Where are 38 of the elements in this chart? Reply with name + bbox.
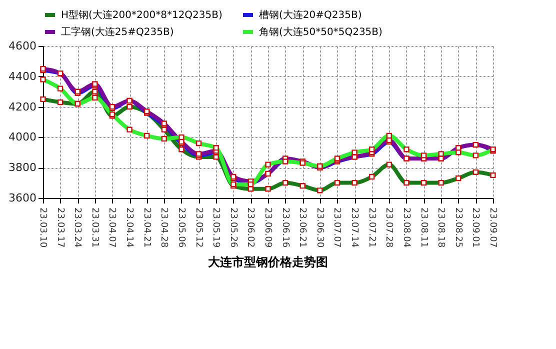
legend-label: 工字钢(大连25#Q235B) [61, 26, 174, 38]
x-tick-label: 23.04.14 [124, 208, 134, 248]
x-tick-label: 23.08.11 [418, 208, 428, 248]
x-tick-label: 23.05.06 [176, 208, 186, 248]
x-tick-label: 23.08.04 [400, 208, 411, 248]
x-tick-label: 23.05.19 [210, 208, 221, 248]
y-tick-label: 4400 [8, 70, 36, 83]
x-tick-label: 23.06.21 [297, 208, 308, 248]
x-tick-label: 23.04.21 [141, 208, 152, 248]
x-tick-label: 23.09.07 [488, 208, 498, 248]
x-tick-label: 23.07.07 [332, 208, 342, 248]
legend-label: 角钢(大连50*50*5Q235B) [259, 26, 383, 38]
x-tick-label: 23.03.10 [38, 208, 48, 248]
x-tick-label: 23.06.16 [280, 208, 290, 248]
y-tick-label: 4200 [8, 100, 36, 114]
x-tick-label: 23.07.21 [366, 208, 376, 248]
x-tick-label: 23.07.28 [384, 208, 394, 248]
x-tick-label: 23.04.28 [158, 208, 169, 248]
x-tick-label: 23.05.12 [193, 208, 204, 248]
x-tick-label: 23.09.01 [470, 208, 480, 248]
x-tick-label: 23.06.02 [245, 208, 256, 248]
x-tick-label: 23.08.18 [436, 208, 446, 248]
x-tick-label: 23.06.30 [314, 208, 324, 248]
legend-label: H型钢(大连200*200*8*12Q235B) [61, 9, 222, 21]
y-tick-label: 3600 [8, 192, 36, 204]
x-tick-label: 23.03.17 [54, 208, 65, 248]
x-tick-label: 23.07.14 [349, 208, 360, 248]
x-tick-label: 23.03.31 [89, 208, 100, 248]
y-tick-label: 4000 [8, 130, 36, 144]
x-tick-label: 23.04.07 [106, 208, 117, 248]
x-tick-label: 23.05.26 [228, 208, 238, 248]
x-tick-label: 23.08.25 [452, 208, 463, 248]
text: 大连市型钢价格走势图 [208, 255, 328, 270]
x-tick-label: 23.03.24 [72, 208, 82, 248]
y-tick-label: 3800 [8, 161, 36, 174]
x-tick-label: 23.06.09 [262, 208, 272, 248]
y-tick-label: 4600 [8, 40, 36, 52]
legend-label: 槽钢(大连20#Q235B) [259, 9, 362, 21]
